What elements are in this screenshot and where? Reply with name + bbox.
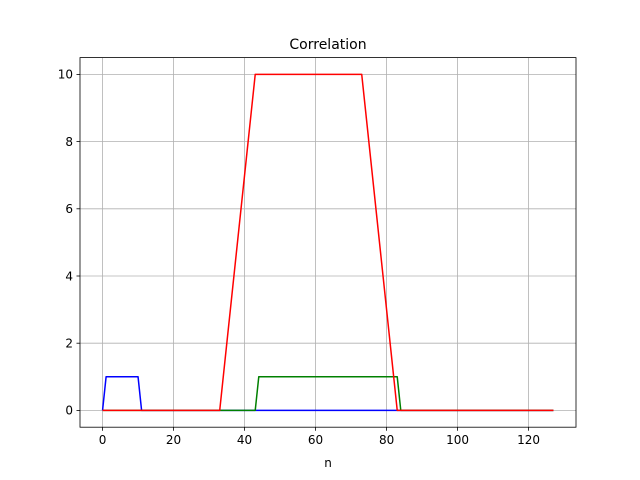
- y-tick-label: 8: [65, 135, 73, 149]
- x-tick-label: 80: [379, 433, 394, 447]
- ticks: 0 20 40 60 80 100 120 0 2 4 6 8 10: [58, 68, 540, 448]
- series-group: [101, 73, 554, 412]
- y-tick-label: 4: [65, 269, 73, 283]
- chart-title: Correlation: [289, 37, 366, 53]
- x-tick-label: 120: [517, 433, 540, 447]
- plot-frame: [79, 57, 577, 428]
- series-line-1: [101, 376, 554, 412]
- y-tick-label: 6: [65, 202, 73, 216]
- y-tick-label: 0: [65, 404, 73, 418]
- y-tick-label: 2: [65, 337, 73, 351]
- x-tick-label: 40: [237, 433, 252, 447]
- series-line-3: [102, 73, 554, 412]
- y-tick-label: 10: [58, 68, 73, 82]
- x-tick-label: 0: [99, 433, 107, 447]
- x-tick-label: 60: [308, 433, 323, 447]
- x-tick-label: 100: [446, 433, 469, 447]
- x-axis-label: n: [324, 456, 332, 470]
- x-tick-label: 20: [166, 433, 181, 447]
